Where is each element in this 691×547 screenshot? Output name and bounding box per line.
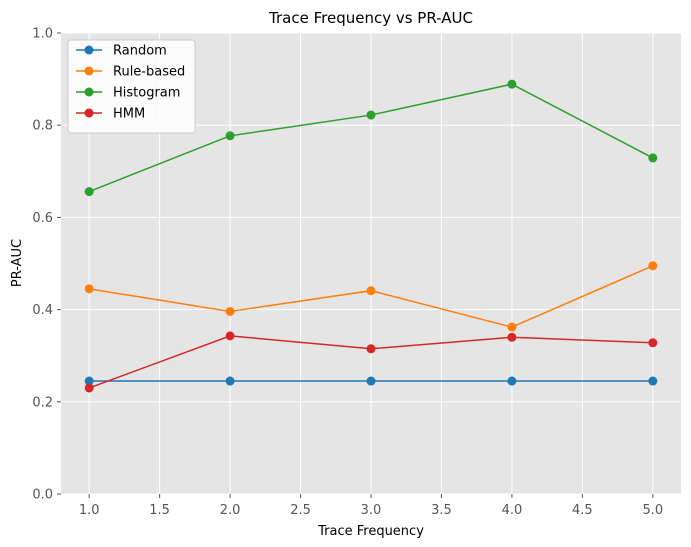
data-point-rule-based: [507, 322, 517, 332]
legend-marker: [84, 66, 94, 76]
x-tick-label: 1.0: [79, 503, 100, 518]
data-point-hmm: [225, 331, 235, 341]
data-point-histogram: [366, 110, 376, 120]
data-point-hmm: [366, 344, 376, 354]
data-point-histogram: [648, 153, 658, 163]
y-tick-label: 0.0: [32, 488, 53, 503]
legend-marker: [84, 45, 94, 55]
legend: Random Rule-based Histogram HMM: [67, 39, 196, 134]
legend-label: Random: [113, 44, 167, 59]
y-tick-label: 0.6: [32, 211, 53, 226]
x-tick-label: 2.0: [220, 503, 241, 518]
legend-box: [67, 39, 196, 134]
data-point-random: [507, 376, 517, 386]
x-tick-label: 4.0: [502, 503, 523, 518]
x-tick-label: 4.5: [572, 503, 593, 518]
x-tick-label: 2.5: [290, 503, 311, 518]
data-point-rule-based: [648, 261, 658, 271]
data-point-random: [84, 376, 94, 386]
x-axis-label: Trace Frequency: [317, 524, 424, 539]
data-point-histogram: [225, 131, 235, 141]
legend-marker: [84, 108, 94, 118]
legend-label: Histogram: [113, 86, 180, 101]
y-tick-label: 0.4: [32, 303, 53, 318]
data-point-histogram: [84, 187, 94, 197]
data-point-histogram: [507, 79, 517, 89]
legend-label: HMM: [113, 107, 145, 122]
data-point-rule-based: [225, 306, 235, 316]
data-point-hmm: [648, 338, 658, 348]
x-tick-label: 5.0: [642, 503, 663, 518]
y-tick-label: 1.0: [32, 27, 53, 42]
x-tick-label: 3.0: [361, 503, 382, 518]
chart-title: Trace Frequency vs PR-AUC: [268, 9, 473, 27]
data-point-rule-based: [84, 284, 94, 294]
data-point-random: [648, 376, 658, 386]
y-axis-label: PR-AUC: [10, 239, 25, 287]
data-point-hmm: [84, 383, 94, 393]
data-point-random: [366, 376, 376, 386]
data-point-random: [225, 376, 235, 386]
x-tick-label: 1.5: [149, 503, 170, 518]
tick-labels: 1.0 1.5 2.0 2.5 3.0 3.5 4.0 4.5 5.0 0.0 0.2 0.4 0.6 0…: [32, 27, 663, 519]
data-point-rule-based: [366, 286, 376, 296]
y-tick-label: 0.2: [32, 395, 53, 410]
legend-marker: [84, 87, 94, 97]
legend-label: Rule-based: [113, 65, 185, 80]
series-points: [84, 79, 658, 393]
x-tick-label: 3.5: [431, 503, 452, 518]
y-tick-label: 0.8: [32, 119, 53, 134]
data-point-hmm: [507, 332, 517, 342]
